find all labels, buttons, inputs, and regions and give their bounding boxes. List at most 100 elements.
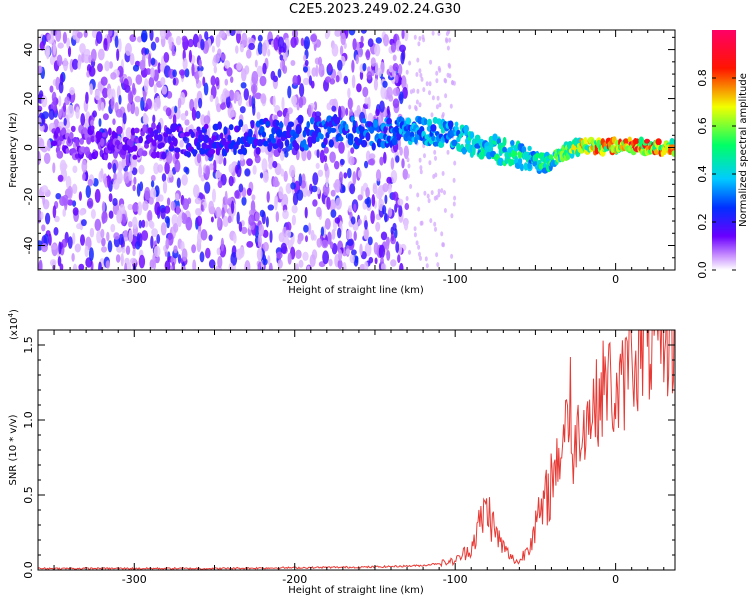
heatmap-cell	[90, 135, 95, 143]
heatmap-cell	[191, 244, 197, 254]
heatmap-cell	[334, 30, 342, 37]
heatmap-cell	[150, 174, 156, 182]
heatmap-cell	[386, 105, 390, 116]
heatmap-cell	[180, 113, 187, 121]
heatmap-cell	[58, 81, 64, 94]
heatmap-cell	[156, 124, 160, 131]
heatmap-cell	[92, 110, 97, 118]
heatmap-cell	[233, 92, 237, 104]
heatmap-cell	[152, 253, 156, 266]
heatmap-cell	[395, 241, 400, 254]
heatmap-cell	[320, 226, 325, 237]
heatmap-cell	[155, 36, 160, 43]
heatmap-cell	[450, 253, 454, 259]
heatmap-cell	[432, 174, 436, 179]
heatmap-cell	[287, 85, 292, 99]
heatmap-cell	[102, 132, 107, 138]
heatmap-cell	[351, 74, 356, 89]
heatmap-cell	[144, 48, 150, 55]
heatmap-cell	[145, 98, 152, 110]
heatmap-cell	[46, 33, 51, 41]
heatmap-cell	[417, 244, 421, 250]
heatmap-cell	[402, 168, 409, 180]
heatmap-cell	[368, 153, 376, 160]
x-tick-label: -300	[122, 273, 147, 286]
heatmap-cell	[397, 63, 403, 76]
heatmap-cell	[98, 261, 102, 270]
heatmap-cell	[215, 170, 221, 179]
heatmap-cell	[360, 35, 364, 43]
heatmap-cell	[290, 36, 297, 49]
heatmap-cell	[231, 200, 235, 214]
heatmap-cell	[90, 125, 95, 131]
heatmap-cell	[285, 145, 291, 152]
heatmap-cell	[249, 209, 254, 217]
heatmap-cell	[144, 220, 149, 228]
heatmap-cell	[154, 201, 161, 216]
heatmap-cell	[317, 169, 324, 177]
heatmap-cell	[241, 226, 248, 235]
heatmap-cell	[311, 185, 318, 193]
heatmap-cell	[299, 83, 305, 98]
heatmap-cell	[352, 38, 357, 51]
heatmap-cell	[181, 35, 188, 42]
heatmap-cell	[429, 59, 433, 65]
heatmap-cell	[77, 60, 81, 70]
heatmap-cell	[382, 183, 389, 193]
heatmap-cell	[390, 43, 397, 53]
heatmap-cell	[133, 127, 140, 134]
heatmap-cell	[141, 230, 149, 241]
heatmap-cell	[282, 209, 289, 220]
heatmap-cell	[55, 30, 62, 42]
heatmap-cell	[72, 207, 79, 216]
heatmap-cell	[175, 151, 180, 160]
heatmap-cell	[291, 214, 296, 226]
heatmap-cell	[88, 247, 94, 262]
heatmap-cell	[297, 237, 302, 245]
heatmap-cell	[273, 180, 280, 187]
heatmap-cell	[120, 253, 124, 267]
heatmap-cell	[511, 149, 518, 158]
heatmap-cell	[380, 263, 387, 270]
heatmap-cell	[62, 57, 69, 72]
heatmap-cell	[164, 260, 171, 270]
heatmap-cell	[292, 75, 299, 86]
heatmap-cell	[150, 131, 155, 138]
heatmap-cell	[125, 151, 130, 166]
heatmap-cell	[365, 49, 371, 61]
heatmap-cell	[312, 199, 318, 207]
heatmap-cell	[161, 56, 164, 69]
heatmap-cell	[377, 185, 384, 199]
heatmap-cell	[97, 63, 103, 73]
heatmap-cell	[195, 208, 200, 216]
heatmap-cell	[527, 145, 532, 152]
heatmap-cell	[259, 209, 265, 218]
heatmap-cell	[100, 168, 104, 179]
heatmap-cell	[157, 164, 164, 173]
heatmap-cell	[116, 171, 123, 184]
heatmap-cell	[199, 251, 205, 263]
heatmap-cell	[234, 190, 240, 199]
heatmap-cell	[255, 147, 261, 155]
heatmap-cell	[225, 95, 231, 109]
y-tick-label: 0	[22, 144, 35, 151]
colorbar-tick-label: 0.8	[696, 69, 709, 87]
heatmap-cell	[259, 172, 264, 179]
heatmap-cell	[251, 194, 256, 201]
heatmap-cell	[346, 229, 353, 240]
heatmap-cell	[132, 154, 138, 160]
heatmap-cell	[181, 248, 188, 262]
snr-axes: -300 -200 -100 0 0.0 0.5 1.0 1.5	[22, 330, 675, 586]
heatmap-cell	[338, 171, 343, 184]
heatmap-cell	[256, 247, 263, 261]
heatmap-cell	[256, 139, 264, 147]
heatmap-cell	[348, 205, 353, 213]
heatmap-cell	[153, 102, 157, 109]
heatmap-cell	[216, 247, 221, 256]
heatmap-cell	[87, 179, 94, 187]
heatmap-cell	[275, 211, 279, 223]
heatmap-cell	[298, 259, 304, 268]
heatmap-cell	[116, 209, 123, 224]
heatmap-cell	[137, 36, 142, 43]
heatmap-cell	[356, 83, 362, 93]
